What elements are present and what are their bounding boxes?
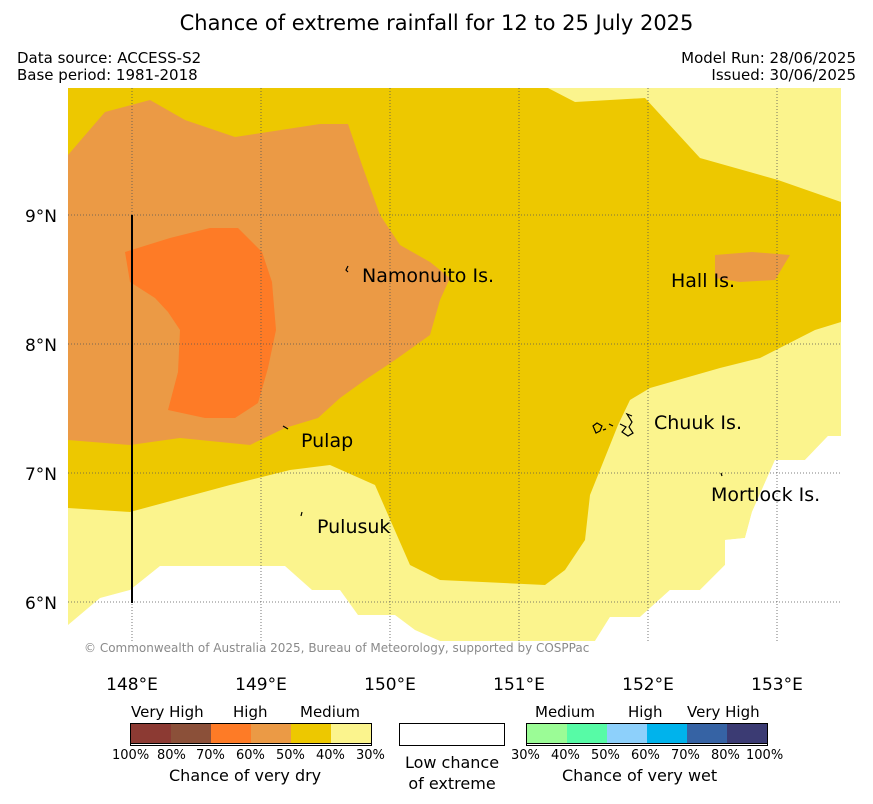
dry-heading-very-high: Very High <box>131 703 204 721</box>
wet-heading-medium: Medium <box>535 703 595 721</box>
lon-label-150e: 150°E <box>364 675 416 695</box>
wet-tick-40: 40% <box>551 748 580 763</box>
map-title: Chance of extreme rainfall for 12 to 25 … <box>179 11 694 35</box>
low-chance-swatch <box>399 723 505 746</box>
base-period-text: Base period: 1981-2018 <box>17 66 198 84</box>
wet-tick-30: 30% <box>511 748 540 763</box>
lat-label-9n: 9°N <box>25 207 57 227</box>
namonuito-island-marker <box>345 265 349 273</box>
model-run-text: Model Run: 28/06/2025 <box>681 49 856 67</box>
wet-tick-60: 60% <box>631 748 660 763</box>
low-chance-caption-line1: Low chance <box>404 753 500 772</box>
pulusuk-island-marker <box>300 511 303 517</box>
dry-tick-100: 100% <box>112 748 150 763</box>
dry-colorbar-frame <box>130 723 372 746</box>
dry-50-60-patch-hall <box>715 252 790 282</box>
white-area-southwest <box>68 566 440 641</box>
place-label-namonuito: Namonuito Is. <box>362 265 494 287</box>
chuuk-island-marker <box>592 412 634 437</box>
wet-tick-70: 70% <box>671 748 700 763</box>
lon-label-151e: 151°E <box>493 675 545 695</box>
place-label-hall: Hall Is. <box>671 270 735 292</box>
dry-tick-50: 50% <box>276 748 305 763</box>
lon-label-153e: 153°E <box>751 675 803 695</box>
place-label-chuuk: Chuuk Is. <box>654 412 742 434</box>
low-chance-caption-line2: of extreme <box>408 774 496 793</box>
wet-heading-very-high: Very High <box>687 703 760 721</box>
wet-tick-50: 50% <box>591 748 620 763</box>
pulap-island-marker <box>282 425 289 430</box>
map-contours <box>68 88 841 641</box>
dry-heading-medium: Medium <box>300 703 360 721</box>
dry-tick-80: 80% <box>157 748 186 763</box>
dry-tick-40: 40% <box>316 748 345 763</box>
mortlock-island-marker <box>720 472 723 477</box>
lon-label-152e: 152°E <box>622 675 674 695</box>
dry-tick-70: 70% <box>196 748 225 763</box>
dry-caption: Chance of very dry <box>169 766 322 785</box>
wet-tick-100: 100% <box>746 748 784 763</box>
wet-tick-80: 80% <box>711 748 740 763</box>
place-label-mortlock: Mortlock Is. <box>711 484 820 506</box>
issued-text: Issued: 30/06/2025 <box>711 66 856 84</box>
place-label-pulap: Pulap <box>301 430 353 452</box>
lon-label-148e: 148°E <box>106 675 158 695</box>
lon-label-149e: 149°E <box>235 675 287 695</box>
dry-tick-30: 30% <box>356 748 385 763</box>
dry-tick-60: 60% <box>236 748 265 763</box>
dry-heading-high: High <box>233 703 268 721</box>
wet-heading-high: High <box>628 703 663 721</box>
low-chance-caption: Low chance of extreme <box>399 752 505 794</box>
wet-colorbar-frame <box>526 723 768 746</box>
data-source-text: Data source: ACCESS-S2 <box>17 49 202 67</box>
dry-60-70-region <box>125 228 276 418</box>
place-label-pulusuk: Pulusuk <box>317 516 390 538</box>
meta-right: Model Run: 28/06/2025 Issued: 30/06/2025 <box>681 50 856 84</box>
lat-label-7n: 7°N <box>25 465 57 485</box>
meta-left: Data source: ACCESS-S2 Base period: 1981… <box>17 50 201 84</box>
lat-label-8n: 8°N <box>25 336 57 356</box>
copyright-text: © Commonwealth of Australia 2025, Bureau… <box>84 641 590 655</box>
white-area-east <box>595 436 841 641</box>
lat-label-6n: 6°N <box>25 594 57 614</box>
island-markers <box>282 265 723 517</box>
wet-caption: Chance of very wet <box>562 766 718 785</box>
